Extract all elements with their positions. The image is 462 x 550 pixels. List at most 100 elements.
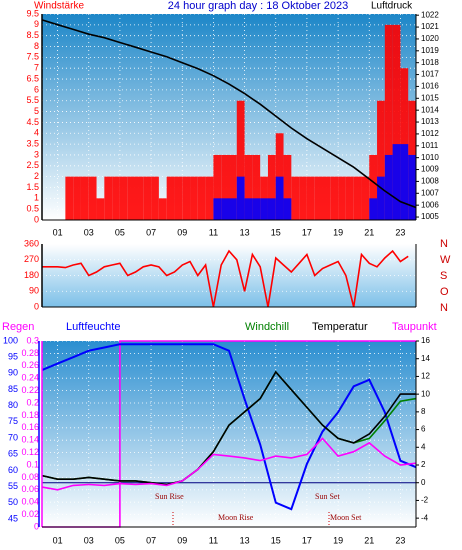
bar — [244, 198, 253, 220]
y-tick-label: 8 — [34, 41, 39, 51]
bar — [267, 198, 276, 220]
y3-tick-label: 90 — [8, 368, 18, 378]
annotation: Sun Set — [315, 492, 340, 501]
series-line — [41, 437, 417, 491]
direction-label: N — [440, 238, 448, 250]
bar — [80, 176, 89, 220]
x-tick-label: 13 — [240, 227, 250, 237]
y2-tick-label: 1011 — [421, 141, 439, 150]
x-tick-label: 09 — [177, 227, 187, 237]
x-tick-label: 19 — [333, 227, 343, 237]
y-tick-label: 0 — [34, 521, 39, 531]
y-tick-label: 1 — [34, 193, 39, 203]
x-tick-label: 23 — [395, 227, 405, 237]
y3-tick-label: 50 — [8, 497, 18, 507]
y-tick-label: 2 — [34, 171, 39, 181]
bar — [236, 176, 245, 220]
bar — [353, 176, 362, 220]
bar — [213, 154, 222, 220]
y-tick-label: 5 — [34, 106, 39, 116]
y2-tick-label: 1016 — [421, 82, 439, 91]
direction-label: N — [440, 302, 448, 314]
bar — [392, 24, 401, 221]
bar — [244, 154, 253, 220]
legend-entry: Windchill — [245, 321, 289, 333]
y-tick-label: 90 — [29, 286, 39, 296]
x-tick-label: 03 — [84, 535, 94, 545]
bar — [174, 176, 183, 220]
y-tick-label: 0.28 — [21, 348, 39, 358]
bar — [384, 24, 393, 221]
bar — [345, 176, 354, 220]
y2-tick-label: 1008 — [421, 177, 439, 186]
y-tick-label: 6.5 — [26, 73, 39, 83]
bar — [252, 154, 261, 220]
bar — [392, 144, 401, 220]
bar — [182, 176, 191, 220]
y-tick-label: 0.26 — [21, 360, 39, 370]
y2-tick-label: 1005 — [421, 212, 439, 221]
bar — [151, 176, 159, 220]
y-tick-label: 0.12 — [21, 447, 39, 457]
x-tick-label: 01 — [53, 227, 63, 237]
bar — [322, 176, 331, 220]
x-tick-label: 15 — [271, 535, 281, 545]
y-tick-label: 0.14 — [21, 435, 39, 445]
x-tick-label: 17 — [302, 535, 312, 545]
bar — [330, 176, 339, 220]
direction-label: S — [440, 270, 447, 282]
y3-tick-label: 75 — [8, 416, 18, 426]
y2-tick-label: 1015 — [421, 93, 439, 102]
y3-tick-label: 65 — [8, 449, 18, 459]
y2-tick-label: 1012 — [421, 129, 439, 138]
x-tick-label: 01 — [53, 535, 63, 545]
annotation: Sun Rise — [155, 492, 184, 501]
y-tick-label: 0.24 — [21, 373, 39, 383]
bar — [275, 176, 284, 220]
y-tick-label: 8.5 — [26, 30, 39, 40]
direction-label: O — [440, 286, 449, 298]
y-tick-label: 0.02 — [21, 509, 39, 519]
chart-title: 24 hour graph day : 18 Oktober 2023 — [168, 0, 348, 12]
y2-tick-label: 0 — [421, 478, 426, 487]
y-tick-label: 0.3 — [26, 335, 39, 345]
bar — [400, 68, 409, 220]
y2-tick-label: 12 — [421, 372, 430, 381]
y-tick-label: 6 — [34, 84, 39, 94]
x-tick-label: 07 — [146, 535, 156, 545]
y2-tick-label: 14 — [421, 354, 430, 363]
y-tick-label: 360 — [24, 238, 39, 248]
bar — [221, 154, 229, 220]
bar — [112, 176, 120, 220]
bar — [127, 176, 136, 220]
bar — [73, 176, 81, 220]
x-tick-label: 13 — [240, 535, 250, 545]
bar — [104, 176, 113, 220]
y-tick-label: 7 — [34, 63, 39, 73]
y2-tick-label: 8 — [421, 407, 426, 416]
bar — [306, 176, 315, 220]
y-tick-label: 0 — [34, 301, 39, 311]
series-line — [41, 343, 417, 511]
bar — [299, 176, 307, 220]
bar — [166, 176, 175, 220]
y2-tick-label: 1014 — [421, 105, 439, 114]
x-tick-label: 11 — [209, 227, 218, 237]
bar — [283, 198, 292, 220]
y2-tick-label: -4 — [421, 513, 429, 522]
bar — [377, 176, 385, 220]
series-line — [41, 370, 416, 486]
x-tick-label: 21 — [364, 227, 374, 237]
y-tick-label: 5.5 — [26, 95, 39, 105]
bar — [119, 176, 128, 220]
y3-tick-label: 70 — [8, 432, 18, 442]
x-tick-label: 07 — [146, 227, 156, 237]
y-tick-label: 0 — [34, 214, 39, 224]
bar — [88, 176, 97, 220]
x-tick-label: 05 — [115, 535, 125, 545]
bar — [369, 198, 378, 220]
bar — [236, 100, 245, 220]
y2-tick-label: 1017 — [421, 70, 439, 79]
y2-tick-label: 10 — [421, 389, 430, 398]
x-tick-label: 05 — [115, 227, 125, 237]
